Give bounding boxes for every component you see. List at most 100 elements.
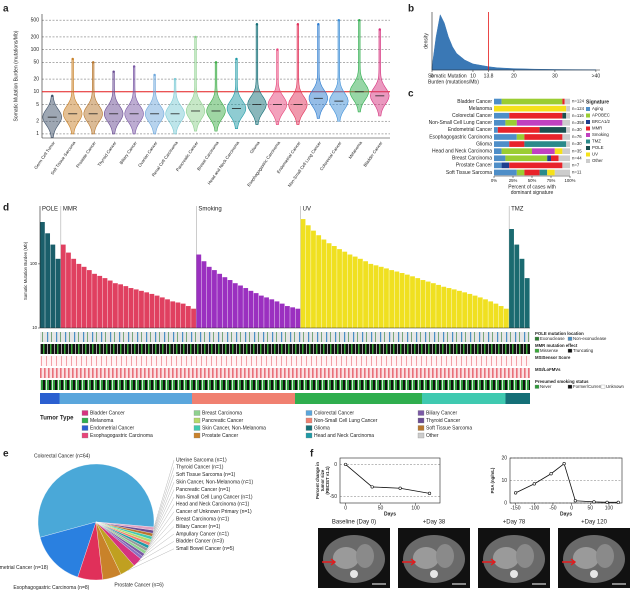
x-tick-label: Germ Cell Tumor <box>33 140 56 170</box>
point <box>343 462 348 467</box>
bar <box>40 222 45 328</box>
slice-label: Breast Carcinoma (n=1) <box>176 517 230 523</box>
bar <box>232 283 238 328</box>
legend-label: Thyroid Cancer <box>426 418 461 424</box>
legend-swatch <box>417 425 425 431</box>
ct-organ <box>516 544 534 568</box>
legend-label: Never <box>540 384 552 389</box>
track-msi <box>40 368 530 378</box>
x-tick-label: Colorectal Cancer <box>319 140 343 172</box>
legend-swatch <box>193 417 201 424</box>
bar-segment <box>566 127 570 133</box>
y-tick-label: 500 <box>31 17 40 23</box>
legend-swatch <box>586 113 590 118</box>
max-point <box>91 61 95 64</box>
arrow <box>482 558 497 566</box>
x-tick-label: Melanoma <box>347 140 363 160</box>
x-tick-label: 13.8 <box>484 73 494 79</box>
image-caption: +Day 78 <box>503 520 526 526</box>
bar <box>514 244 520 328</box>
ct-spine <box>430 570 438 578</box>
x-axis-title: Days <box>560 511 572 517</box>
bar <box>394 271 400 328</box>
legend-swatch <box>567 348 573 353</box>
x-tick-label: 30 <box>552 73 558 79</box>
legend-label: Prostate Cancer <box>202 433 238 439</box>
bar <box>488 301 494 328</box>
legend-swatch <box>586 152 590 157</box>
bar <box>279 303 285 328</box>
ct-organ <box>436 544 454 568</box>
arrow <box>402 558 417 566</box>
legend-label: Other <box>592 158 603 163</box>
n-label: n=44 <box>572 155 582 160</box>
bar-segment <box>547 155 551 162</box>
bar <box>264 297 269 328</box>
bar-segment <box>494 169 517 176</box>
bar-segment <box>494 127 498 133</box>
bar <box>118 284 123 328</box>
x-tick-label: 20 <box>511 73 517 79</box>
legend-label: Aging <box>592 106 604 111</box>
bar <box>66 252 71 328</box>
n-label: n=124 <box>572 106 585 111</box>
bar-segment <box>494 141 510 147</box>
ct-organ <box>493 547 519 569</box>
x-axis-title: Percent of cases with <box>508 184 556 190</box>
violin <box>206 62 226 132</box>
slice-label: Bladder Cancer (n=3) <box>176 539 224 545</box>
x-tick-label: -150 <box>511 505 521 511</box>
legend-label: Esophagogastric Carcinoma <box>90 433 153 439</box>
panel-label: c <box>408 89 414 100</box>
bar <box>326 243 332 328</box>
slice-label: Prostate Cancer (n=6) <box>114 583 164 589</box>
legend-label: Pancreatic Cancer <box>202 418 243 424</box>
legend-swatch <box>586 146 590 150</box>
bar <box>357 258 363 328</box>
slice-label: Pancreatic Cancer (n=1) <box>176 487 231 493</box>
bar-segment <box>516 119 563 126</box>
x-tick-label: 0% <box>491 178 497 183</box>
x-tick-label: 10 <box>470 73 476 79</box>
max-point <box>276 48 279 51</box>
legend-swatch <box>586 107 590 111</box>
bar-segment <box>494 112 510 119</box>
legend-title: Tumor Type <box>40 416 74 422</box>
group-label: POLE <box>42 207 58 213</box>
point <box>562 462 566 466</box>
bar <box>363 261 368 328</box>
slice-label: Endometrial Cancer (n=18) <box>0 565 48 571</box>
x-tick-label: 50% <box>528 178 537 183</box>
bar <box>97 275 103 328</box>
bar-segment <box>494 134 517 140</box>
x-tick-label: 50 <box>587 505 593 511</box>
legend-swatch <box>305 425 313 431</box>
legend-label: APOBEC <box>592 113 610 118</box>
legend-label: Breast Carcinoma <box>202 410 242 416</box>
violin <box>349 19 369 113</box>
leader-line <box>143 526 175 556</box>
leader-line <box>137 541 175 563</box>
bar-segment <box>562 98 565 105</box>
bar-segment <box>554 169 570 176</box>
bar <box>45 233 51 328</box>
y-axis-title: tumor size <box>320 469 325 491</box>
bar <box>149 293 155 328</box>
legend-label: MMR <box>592 126 602 131</box>
legend-swatch <box>305 410 313 416</box>
x-axis-title: dominant signature <box>511 190 554 196</box>
y-axis-title: (RECIST v1.1) <box>325 466 330 495</box>
max-point <box>112 70 115 73</box>
point <box>532 482 536 486</box>
max-point <box>153 73 156 77</box>
bar-segment <box>539 169 548 176</box>
bar <box>71 258 77 328</box>
legend-label: BRCA1/2 <box>592 119 611 124</box>
category-label: Non-Small Cell Lung Cancer <box>429 120 493 126</box>
bar <box>509 229 514 328</box>
bar-segment <box>558 155 570 162</box>
x-tick-label: 100 <box>411 505 420 511</box>
slice-label: Thyroid Cancer (n=1) <box>176 465 224 471</box>
y-axis-title: PSA (ng/mL) <box>490 467 495 493</box>
